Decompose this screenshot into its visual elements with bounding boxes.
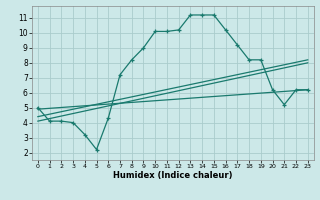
X-axis label: Humidex (Indice chaleur): Humidex (Indice chaleur) [113, 171, 233, 180]
